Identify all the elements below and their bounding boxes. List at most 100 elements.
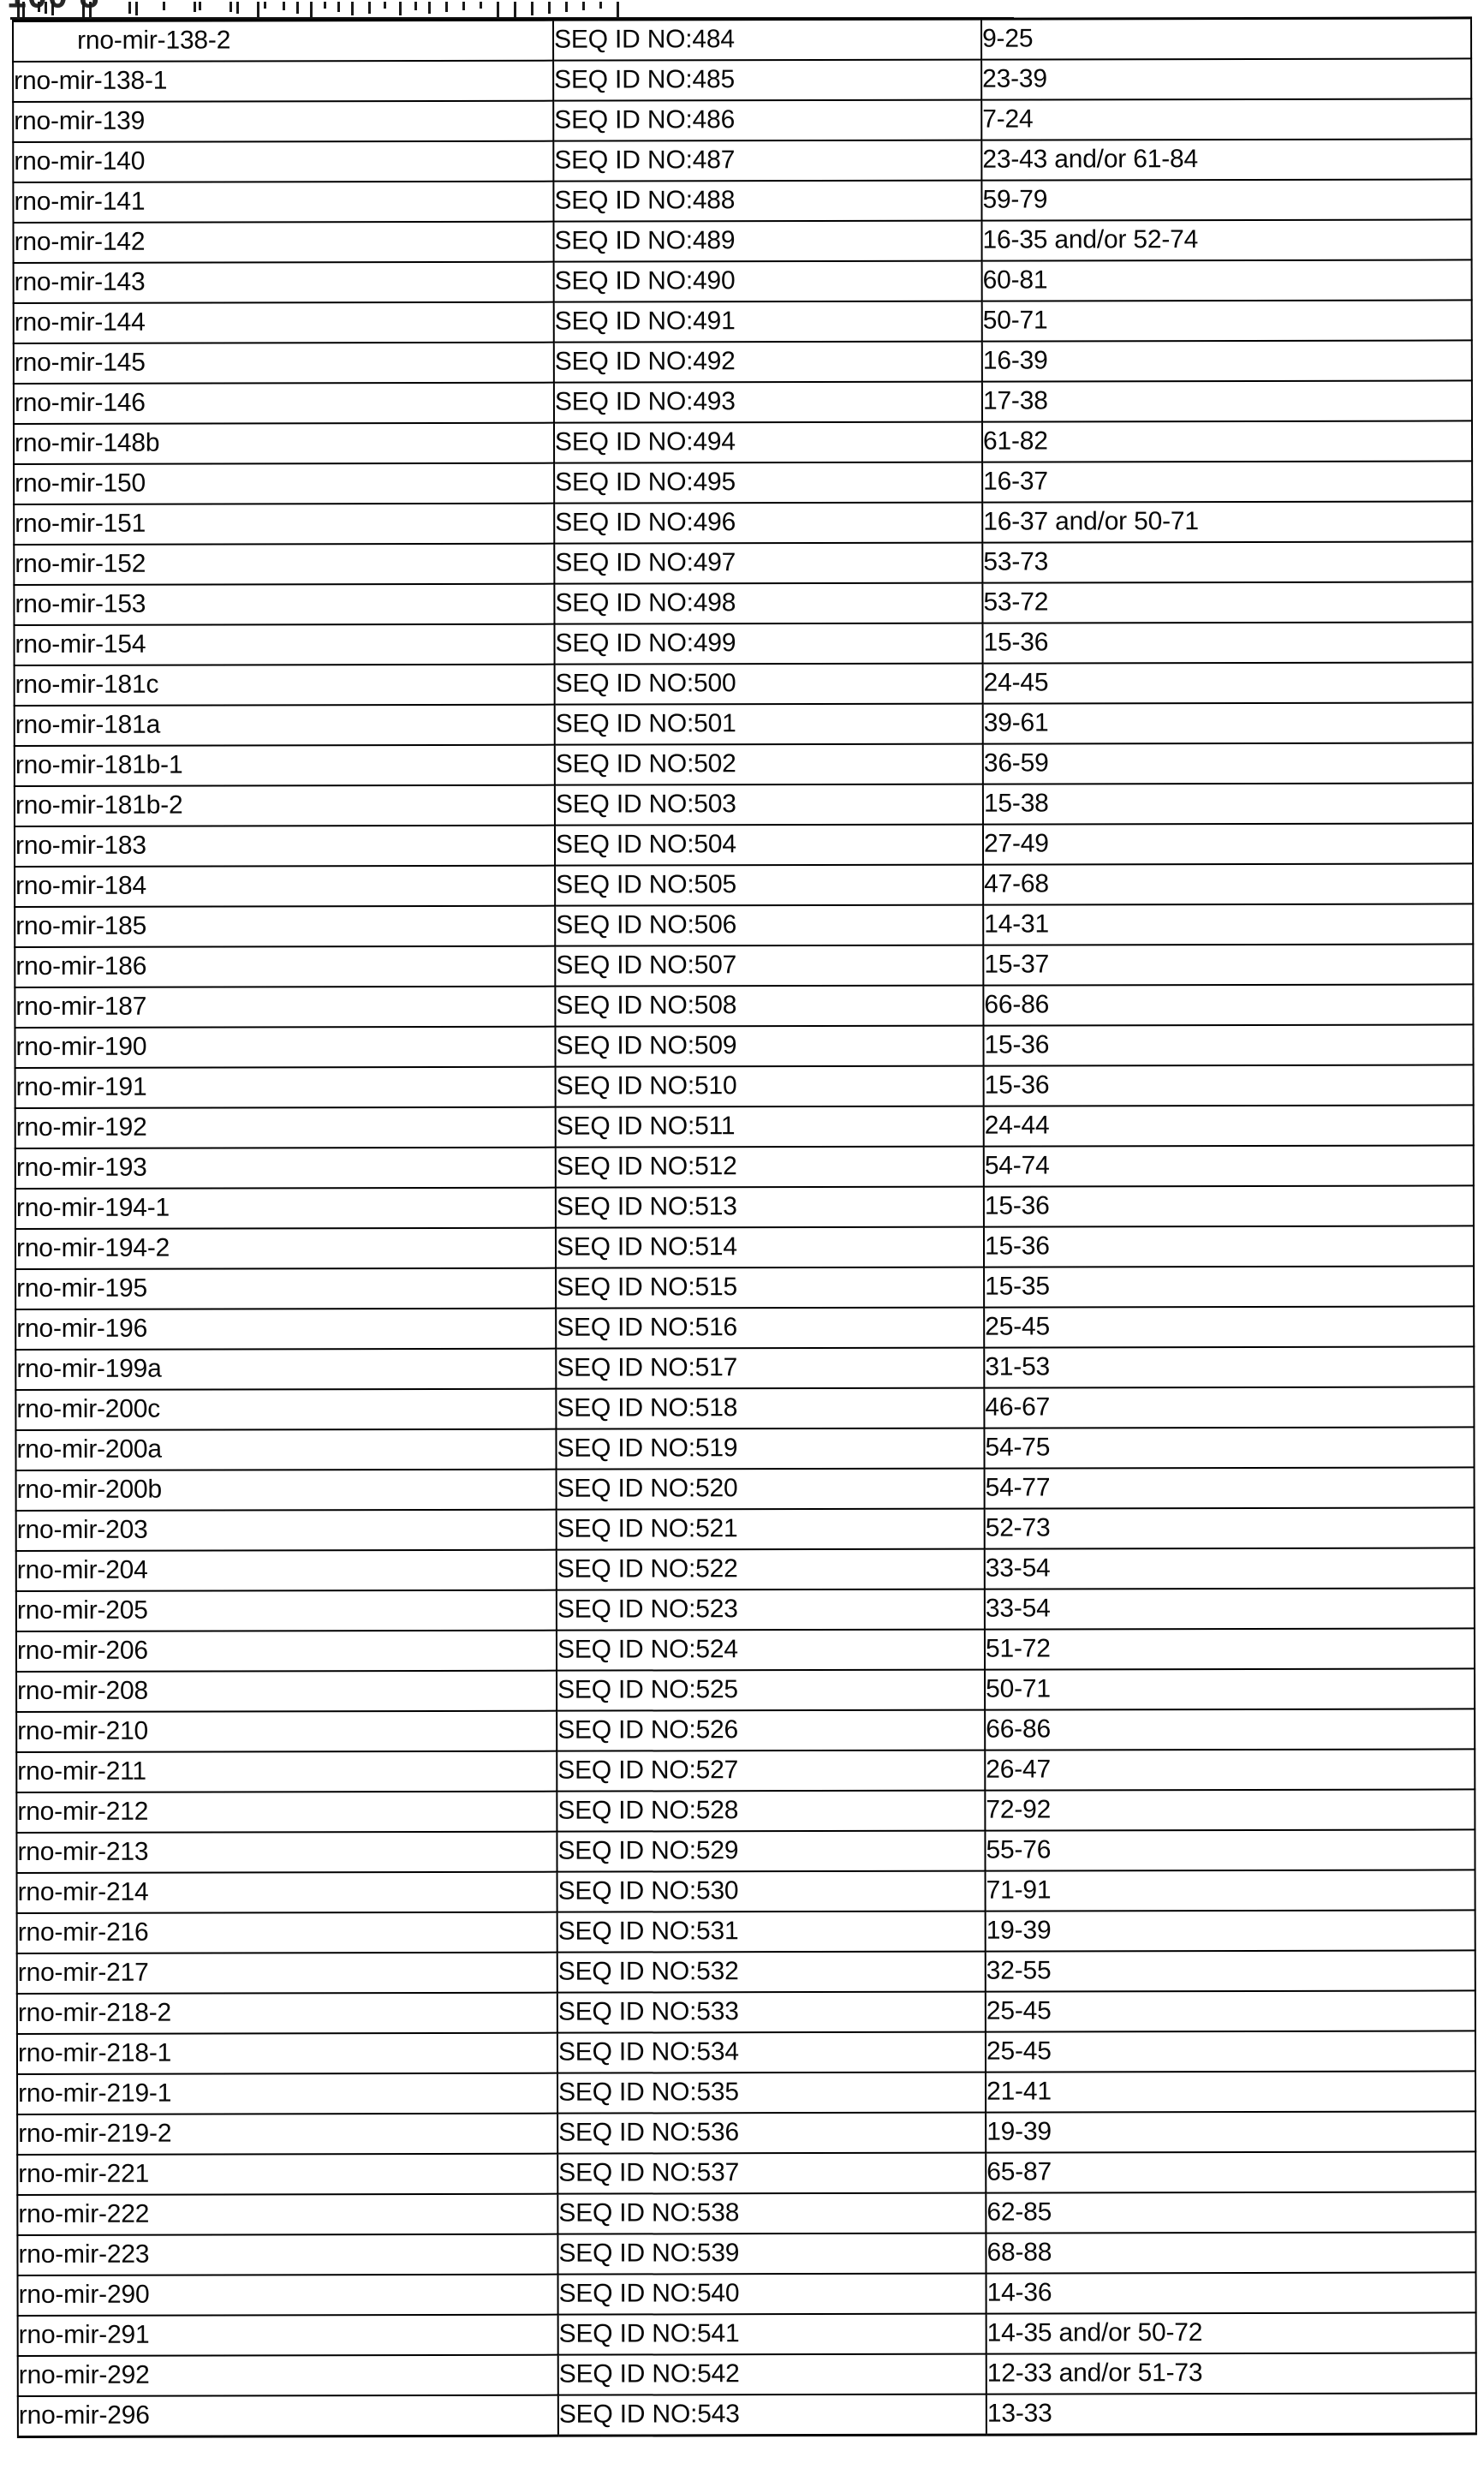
cell-seq-id-no: SEQ ID NO:502 (555, 744, 983, 785)
cell-seq-id-no: SEQ ID NO:507 (555, 945, 983, 987)
cell-seq-id-no: SEQ ID NO:528 (557, 1791, 985, 1832)
cell-mirna-name: rno-mir-194-1 (15, 1188, 556, 1229)
cell-position-range: 60-81 (982, 259, 1472, 301)
table-row: rno-mir-143SEQ ID NO:49060-81 (14, 259, 1472, 303)
cell-position-range: 33-54 (985, 1588, 1475, 1629)
table-row: rno-mir-200bSEQ ID NO:52054-77 (16, 1467, 1475, 1511)
cell-mirna-name: rno-mir-222 (17, 2194, 557, 2235)
clipped-text-remnant: 100 8 (7, 0, 100, 16)
table-row: rno-mir-187SEQ ID NO:50866-86 (15, 984, 1473, 1028)
cell-seq-id-no: SEQ ID NO:538 (557, 2193, 986, 2234)
cell-mirna-name: rno-mir-141 (13, 182, 553, 223)
cell-seq-id-no: SEQ ID NO:509 (555, 1026, 983, 1067)
cell-seq-id-no: SEQ ID NO:484 (553, 19, 981, 61)
cell-seq-id-no: SEQ ID NO:519 (556, 1428, 984, 1470)
table-row: rno-mir-223SEQ ID NO:53968-88 (17, 2232, 1475, 2275)
cell-position-range: 19-39 (986, 2111, 1475, 2152)
cell-mirna-name: rno-mir-195 (15, 1268, 556, 1309)
cell-seq-id-no: SEQ ID NO:522 (557, 1549, 985, 1590)
scan-artifact-tick (582, 2, 585, 10)
cell-mirna-name: rno-mir-144 (14, 302, 554, 343)
table-row: rno-mir-199aSEQ ID NO:51731-53 (15, 1346, 1474, 1390)
cell-position-range: 15-36 (982, 622, 1472, 663)
scan-artifact-tick (514, 2, 516, 17)
cell-mirna-name: rno-mir-187 (15, 987, 555, 1028)
table-row: rno-mir-205SEQ ID NO:52333-54 (16, 1588, 1475, 1631)
cell-mirna-name: rno-mir-217 (17, 1953, 557, 1994)
table-row: rno-mir-208SEQ ID NO:52550-71 (16, 1668, 1475, 1712)
cell-mirna-name: rno-mir-150 (14, 463, 554, 504)
cell-mirna-name: rno-mir-205 (16, 1590, 557, 1631)
cell-seq-id-no: SEQ ID NO:537 (557, 2153, 986, 2194)
table-row: rno-mir-194-1SEQ ID NO:51315-36 (15, 1185, 1474, 1229)
table-row: rno-mir-152SEQ ID NO:49753-73 (14, 541, 1472, 585)
cell-mirna-name: rno-mir-145 (14, 343, 554, 384)
cell-position-range: 65-87 (986, 2151, 1475, 2192)
cell-seq-id-no: SEQ ID NO:489 (553, 221, 981, 262)
table-row: rno-mir-291SEQ ID NO:54114-35 and/or 50-… (18, 2312, 1476, 2356)
cell-seq-id-no: SEQ ID NO:496 (554, 503, 982, 544)
table-row: rno-mir-181cSEQ ID NO:50024-45 (15, 662, 1473, 706)
cell-seq-id-no: SEQ ID NO:517 (556, 1348, 984, 1389)
cell-position-range: 21-41 (986, 2071, 1475, 2112)
table-row: rno-mir-141SEQ ID NO:48859-79 (13, 179, 1471, 223)
cell-position-range: 24-45 (983, 662, 1473, 703)
table-row: rno-mir-181aSEQ ID NO:50139-61 (15, 702, 1473, 746)
cell-seq-id-no: SEQ ID NO:490 (554, 261, 982, 302)
scan-artifact-tick (531, 2, 533, 15)
cell-mirna-name: rno-mir-186 (15, 946, 555, 987)
scan-artifact-tick (257, 2, 259, 19)
scan-artifact-tick (351, 2, 354, 15)
table-row: rno-mir-200aSEQ ID NO:51954-75 (15, 1427, 1474, 1470)
cell-position-range: 36-59 (983, 743, 1473, 784)
scan-artifact-tick (548, 2, 551, 14)
table-row: rno-mir-140SEQ ID NO:48723-43 and/or 61-… (13, 139, 1471, 182)
scan-artifact-tick (38, 2, 40, 12)
cell-position-range: 23-39 (981, 58, 1471, 99)
cell-position-range: 47-68 (983, 863, 1473, 904)
cell-mirna-name: rno-mir-140 (13, 141, 553, 182)
cell-mirna-name: rno-mir-200b (16, 1470, 557, 1511)
scan-artifact-tick (445, 2, 448, 12)
cell-mirna-name: rno-mir-152 (14, 544, 554, 585)
scan-artifact-tick (236, 2, 239, 14)
cell-seq-id-no: SEQ ID NO:529 (557, 1831, 985, 1872)
cell-position-range: 25-45 (986, 1990, 1475, 2031)
scan-artifact-tick (384, 2, 386, 9)
cell-position-range: 54-75 (984, 1427, 1474, 1468)
table-row: rno-mir-204SEQ ID NO:52233-54 (16, 1548, 1475, 1591)
cell-seq-id-no: SEQ ID NO:531 (557, 1911, 986, 1953)
table-row: rno-mir-196SEQ ID NO:51625-45 (15, 1306, 1474, 1350)
cell-position-range: 32-55 (986, 1950, 1475, 1991)
cell-seq-id-no: SEQ ID NO:534 (557, 2032, 986, 2073)
table-row: rno-mir-193SEQ ID NO:51254-74 (15, 1145, 1474, 1189)
cell-mirna-name: rno-mir-206 (16, 1631, 557, 1672)
cell-position-range: 15-36 (984, 1185, 1474, 1226)
cell-seq-id-no: SEQ ID NO:524 (557, 1630, 985, 1671)
table-row: rno-mir-206SEQ ID NO:52451-72 (16, 1628, 1475, 1672)
cell-seq-id-no: SEQ ID NO:511 (556, 1106, 984, 1148)
cell-position-range: 68-88 (986, 2232, 1475, 2273)
cell-seq-id-no: SEQ ID NO:492 (554, 342, 982, 383)
cell-seq-id-no: SEQ ID NO:508 (555, 986, 983, 1027)
cell-mirna-name: rno-mir-153 (14, 584, 554, 625)
table-row: rno-mir-222SEQ ID NO:53862-85 (17, 2192, 1475, 2235)
cell-mirna-name: rno-mir-219-1 (17, 2073, 557, 2114)
cell-mirna-name: rno-mir-181b-2 (15, 785, 555, 826)
cell-seq-id-no: SEQ ID NO:518 (556, 1388, 984, 1429)
scan-artifact-tick (283, 2, 285, 10)
cell-position-range: 24-44 (984, 1105, 1474, 1146)
cell-mirna-name: rno-mir-221 (17, 2154, 557, 2195)
cell-seq-id-no: SEQ ID NO:498 (554, 583, 982, 624)
cell-mirna-name: rno-mir-138-1 (13, 61, 553, 102)
cell-position-range: 62-85 (986, 2192, 1475, 2233)
cell-mirna-name: rno-mir-219-2 (17, 2114, 557, 2155)
table-row: rno-mir-185SEQ ID NO:50614-31 (15, 904, 1473, 947)
cell-position-range: 15-36 (984, 1065, 1474, 1106)
table-row: rno-mir-210SEQ ID NO:52666-86 (16, 1709, 1475, 1752)
scan-artifact-tick (617, 2, 619, 19)
cell-seq-id-no: SEQ ID NO:533 (557, 1992, 986, 2033)
cell-position-range: 66-86 (985, 1709, 1475, 1750)
cell-mirna-name: rno-mir-142 (13, 222, 553, 263)
scan-artifact-tick (399, 2, 402, 15)
